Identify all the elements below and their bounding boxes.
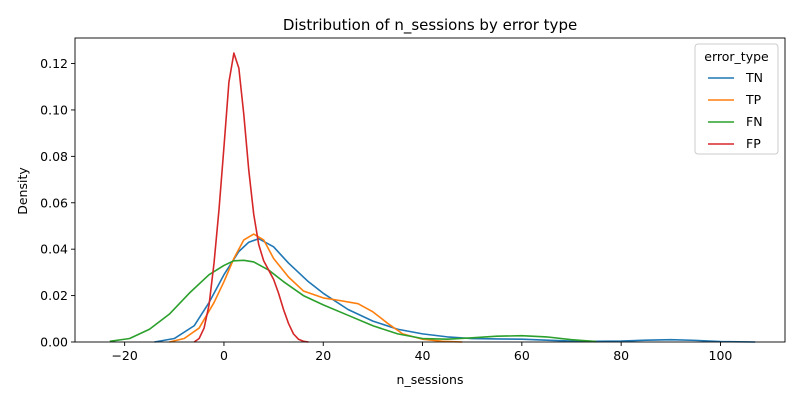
x-tick-label: 80: [613, 348, 629, 363]
y-tick-label: 0.08: [40, 149, 68, 164]
x-tick-label: 60: [514, 348, 530, 363]
x-tick-label: 20: [315, 348, 331, 363]
legend: error_type TN TP FN FP: [694, 43, 779, 155]
legend-box: [694, 43, 779, 155]
series-line-fp: [193, 52, 309, 343]
x-tick-label: −20: [111, 348, 137, 363]
series-line-tp: [169, 233, 463, 343]
x-tick-label: 40: [415, 348, 431, 363]
legend-title: error_type: [704, 49, 769, 64]
y-tick-label: 0.06: [40, 195, 68, 210]
series-line-fn: [109, 259, 597, 343]
legend-label-fp: FP: [746, 136, 761, 151]
axes-frame: [74, 37, 786, 343]
series-line-tn: [154, 237, 756, 343]
y-axis-label: Density: [15, 167, 30, 215]
legend-label-tn: TN: [745, 70, 763, 85]
x-axis-label: n_sessions: [397, 372, 464, 387]
y-tick-label: 0.00: [40, 335, 68, 350]
x-tick-label: 0: [220, 348, 228, 363]
legend-label-fn: FN: [746, 114, 763, 129]
x-tick-label: 100: [709, 348, 733, 363]
chart-title: Distribution of n_sessions by error type: [283, 16, 577, 35]
plot-area: −20 0 20 40 60 80 100 0.00 0.02 0.04 0.06 0.08 0.10 0…: [40, 37, 786, 363]
y-tick-label: 0.10: [40, 102, 68, 117]
y-tick-label: 0.12: [40, 56, 68, 71]
legend-label-tp: TP: [745, 92, 762, 107]
y-tick-label: 0.02: [40, 288, 68, 303]
y-tick-label: 0.04: [40, 242, 68, 257]
